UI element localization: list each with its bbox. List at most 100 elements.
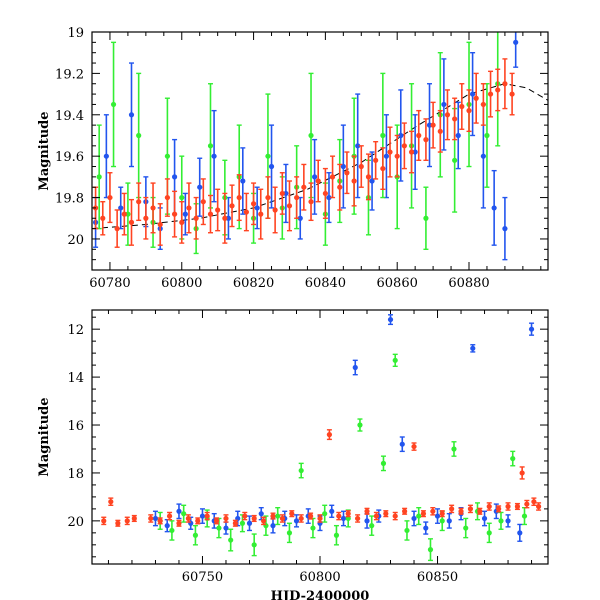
data-point (182, 211, 188, 217)
data-point (340, 163, 346, 170)
data-point (355, 515, 361, 522)
data-point (268, 163, 275, 170)
data-point (364, 518, 370, 524)
y-tick-label: 20 (67, 233, 84, 248)
data-point (258, 211, 264, 217)
data-point (337, 184, 343, 190)
data-point (293, 518, 300, 524)
data-point (509, 91, 515, 97)
data-point (441, 101, 447, 108)
data-point (439, 518, 445, 524)
data-point (336, 513, 342, 519)
data-point (308, 132, 314, 139)
data-point (491, 205, 497, 211)
data-point (265, 153, 271, 159)
y-tick-label: 19 (67, 26, 84, 41)
data-point (505, 503, 511, 510)
data-point (513, 39, 519, 45)
data-point (136, 199, 142, 205)
data-point (352, 364, 358, 371)
data-point (150, 205, 156, 211)
data-point (345, 511, 351, 517)
data-point (225, 215, 232, 221)
data-point (179, 219, 185, 225)
data-point (383, 153, 390, 159)
data-point (108, 499, 114, 505)
data-point (411, 515, 417, 522)
x-tick-label: 60800 (299, 570, 340, 585)
data-point (131, 515, 137, 522)
data-point (444, 112, 451, 118)
x-tick-label: 60800 (161, 276, 202, 291)
data-point (186, 205, 192, 211)
data-point (195, 518, 201, 524)
data-point (521, 513, 528, 519)
data-point (298, 467, 304, 474)
x-tick-label: 60750 (182, 570, 223, 585)
x-tick-label: 60780 (89, 276, 130, 291)
data-point (179, 194, 185, 201)
data-point (502, 81, 508, 87)
data-point (223, 525, 229, 531)
series-2 (92, 58, 515, 248)
data-point (207, 211, 214, 217)
data-point (398, 132, 404, 139)
data-point (240, 178, 246, 184)
data-point (401, 143, 407, 149)
data-point (286, 203, 293, 209)
data-point (100, 215, 106, 221)
data-point (351, 178, 357, 184)
data-point (458, 508, 464, 514)
data-point (480, 153, 486, 159)
data-point (380, 460, 387, 466)
data-point (216, 525, 222, 531)
data-point (250, 201, 257, 207)
data-point (124, 518, 130, 524)
data-point (411, 443, 417, 450)
data-point (294, 194, 300, 201)
y-axis-label: Magnitude (37, 111, 52, 190)
data-point (169, 527, 175, 534)
data-point (392, 513, 398, 519)
data-point (467, 506, 474, 512)
data-point (215, 207, 221, 213)
data-point (344, 170, 350, 176)
data-point (531, 499, 537, 505)
y-tick-label: 12 (67, 323, 84, 338)
data-point (426, 122, 433, 128)
data-point (298, 515, 304, 522)
data-point (197, 184, 203, 190)
x-tick-label: 60880 (448, 276, 489, 291)
data-point (487, 91, 494, 97)
data-point (466, 108, 472, 114)
data-point (358, 163, 364, 170)
data-point (110, 101, 117, 108)
data-point (136, 132, 142, 139)
data-point (223, 515, 229, 522)
data-point (312, 174, 318, 180)
plot-area (92, 32, 548, 261)
data-point (176, 508, 182, 514)
data-point (392, 357, 398, 363)
x-tick-label: 60840 (305, 276, 346, 291)
data-point (451, 446, 457, 452)
data-point (289, 511, 295, 517)
data-point (387, 316, 394, 323)
data-point (279, 515, 285, 522)
data-point (423, 215, 429, 221)
axes-frame (91, 31, 549, 271)
data-point (427, 547, 434, 553)
data-point (279, 190, 285, 197)
data-point (96, 174, 102, 180)
data-point (486, 503, 492, 510)
data-point (308, 199, 314, 205)
data-point (528, 326, 535, 332)
data-point (380, 132, 386, 139)
data-point (412, 149, 418, 155)
data-point (251, 515, 257, 522)
data-point (340, 515, 347, 522)
data-point (164, 153, 171, 159)
x-axis-label: HJD-2400000 (271, 589, 370, 600)
data-point (498, 518, 504, 524)
